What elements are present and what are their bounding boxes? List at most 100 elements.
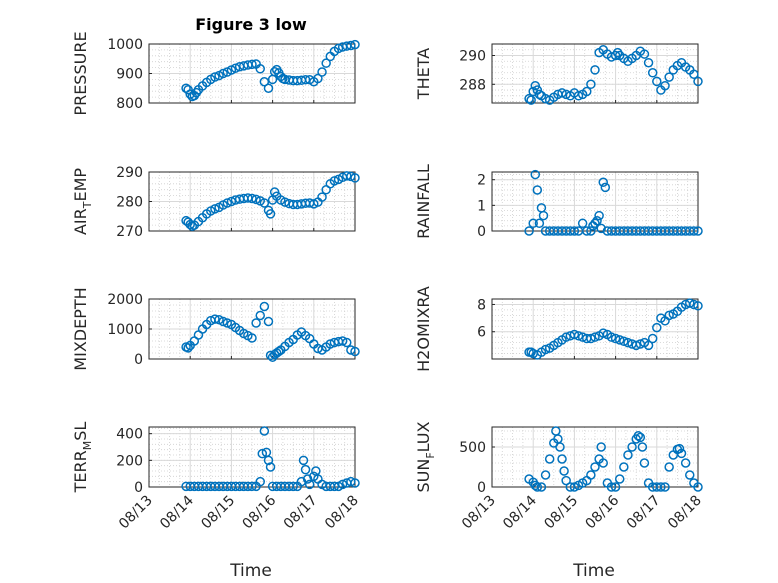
x-tick-label: 08/15 <box>541 493 581 533</box>
y-tick-label: 6 <box>477 325 486 341</box>
data-point <box>561 475 571 486</box>
data-point <box>259 77 270 87</box>
data-point <box>350 478 360 488</box>
data-point <box>685 470 695 480</box>
data-point <box>185 219 195 230</box>
data-point <box>582 226 592 236</box>
data-point <box>569 226 580 236</box>
y-tick-label: 1 <box>477 198 486 214</box>
x-tick-label: 08/15 <box>198 493 238 533</box>
y-axis-label: SUNFLUX <box>414 421 437 492</box>
axes-border <box>148 43 356 104</box>
data-point <box>530 480 541 491</box>
data-point <box>647 68 658 78</box>
y-tick-label: 0 <box>477 224 486 240</box>
data-point <box>304 479 315 490</box>
y-axis-label: H2OMIXRA <box>414 286 433 372</box>
data-point <box>265 462 276 472</box>
y-axis-label: RAINFALL <box>414 164 433 239</box>
data-point <box>586 226 596 236</box>
data-point <box>664 462 674 472</box>
data-point <box>265 350 276 361</box>
data-point <box>676 448 687 459</box>
data-point <box>538 210 549 221</box>
data-point <box>524 226 534 236</box>
y-axis-label: THETA <box>414 48 433 100</box>
data-point <box>555 442 565 452</box>
data-point <box>606 482 617 492</box>
data-point <box>210 314 220 324</box>
data-point <box>596 223 606 234</box>
data-point <box>693 482 703 492</box>
data-point <box>623 450 633 460</box>
x-axis-label-right: Time <box>572 561 615 581</box>
data-point <box>329 176 340 186</box>
data-point <box>263 455 274 466</box>
data-point <box>660 482 670 492</box>
y-axis-label: PRESSURE <box>71 31 90 115</box>
data-point <box>210 204 220 214</box>
subplot-1: 800 900 1000 PRESSURE <box>71 31 360 116</box>
data-point <box>263 83 274 93</box>
data-point <box>664 310 674 321</box>
data-point <box>530 169 541 180</box>
data-point <box>674 443 685 454</box>
y-tick-label: 2 <box>477 173 486 189</box>
data-point <box>346 171 356 182</box>
data-point <box>288 481 298 492</box>
y-axis-label: TERRMSL <box>71 422 94 494</box>
y-tick-label: 900 <box>116 67 143 83</box>
y-tick-label: 288 <box>459 77 486 93</box>
data-point <box>255 310 265 321</box>
data-point <box>573 91 584 101</box>
data-point <box>559 466 569 476</box>
data-point <box>590 218 600 229</box>
axes-border <box>148 171 356 232</box>
data-point <box>247 481 257 492</box>
data-point <box>536 482 547 492</box>
y-tick-label: 270 <box>116 224 143 240</box>
data-point <box>222 198 233 208</box>
data-point <box>337 479 348 490</box>
data-point <box>643 57 654 68</box>
data-point <box>259 426 270 436</box>
data-point <box>561 332 571 342</box>
data-point <box>532 482 543 492</box>
subplot-6: 6 8 H2OMIXRA <box>414 286 703 372</box>
data-point <box>534 89 545 100</box>
data-point <box>298 455 309 466</box>
subplot-3: 270 280 290 AIRTEMP <box>71 165 360 240</box>
data-point <box>598 328 608 338</box>
data-point <box>656 482 666 492</box>
data-point <box>586 333 596 344</box>
data-point <box>594 210 604 221</box>
data-point <box>639 458 650 468</box>
data-point <box>183 343 193 353</box>
data-point <box>534 218 545 229</box>
data-point <box>619 462 629 472</box>
data-point <box>590 65 600 75</box>
x-tick-label: 08/13 <box>459 493 499 533</box>
x-axis-label-left: Time <box>229 561 272 581</box>
data-point <box>183 84 193 95</box>
data-point <box>680 458 691 468</box>
subplot-8: 0 500 SUNFLUX 08/13 08/14 08/15 08/16 08/17 08/1… <box>414 421 705 532</box>
data-point <box>598 177 608 188</box>
data-point <box>592 215 602 226</box>
data-point <box>247 59 257 70</box>
data-point <box>255 476 265 487</box>
subplot-4: 0 1 2 RAINFALL <box>414 164 703 240</box>
y-tick-label: 500 <box>459 440 486 456</box>
data-point <box>582 86 592 97</box>
data-point <box>540 470 551 480</box>
data-point <box>614 474 625 484</box>
y-tick-label: 280 <box>116 195 143 211</box>
axes-border <box>148 298 356 360</box>
x-tick-label: 08/17 <box>624 493 664 533</box>
y-tick-label: 200 <box>116 453 143 469</box>
x-tick-label: 08/16 <box>583 492 623 532</box>
y-tick-label: 290 <box>116 165 143 181</box>
data-point <box>255 64 265 74</box>
data-point <box>317 67 327 77</box>
